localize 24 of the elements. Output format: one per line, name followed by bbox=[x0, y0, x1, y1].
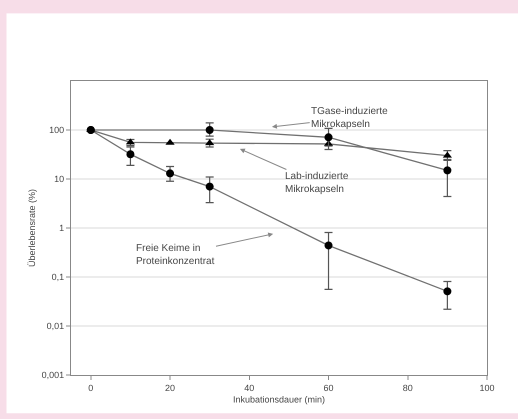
point bbox=[443, 166, 452, 174]
y-tick-label: 0,1 bbox=[52, 272, 64, 282]
point bbox=[206, 182, 214, 191]
x-tick-label: 40 bbox=[244, 382, 254, 393]
y-tick-label: 100 bbox=[49, 125, 64, 136]
x-axis-title: Inkubationsdauer (min) bbox=[232, 394, 326, 405]
point bbox=[443, 287, 452, 296]
point bbox=[126, 150, 134, 158]
x-tick-label: 20 bbox=[165, 382, 176, 393]
annotation: TGase-induzierte Mikrokapseln bbox=[311, 106, 388, 130]
y-tick-label: 0,001 bbox=[42, 370, 64, 380]
point bbox=[324, 133, 333, 142]
point bbox=[324, 241, 333, 250]
y-tick-label: 0,01 bbox=[46, 321, 64, 332]
y-axis-title: Überlebensrate (%) bbox=[27, 188, 38, 268]
annotation: Lab-induzierte Mikrokapseln bbox=[285, 171, 349, 195]
y-tick-label: 1 bbox=[59, 223, 64, 234]
x-tick-label: 100 bbox=[479, 382, 495, 393]
annotation: Freie Keime in Proteinkonzentrat bbox=[136, 243, 215, 267]
point bbox=[166, 169, 174, 178]
x-tick-label: 0 bbox=[88, 382, 94, 393]
y-tick-label: 10 bbox=[54, 174, 64, 184]
x-tick-label: 80 bbox=[402, 382, 413, 393]
x-tick-label: 60 bbox=[324, 382, 334, 393]
